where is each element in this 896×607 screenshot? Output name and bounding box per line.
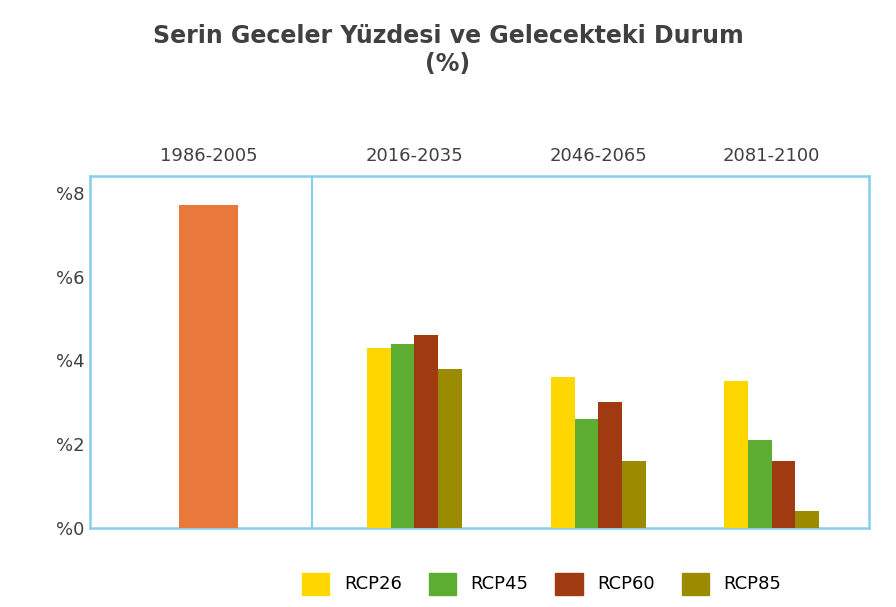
Bar <box>748 440 771 528</box>
Bar <box>366 348 391 528</box>
Bar <box>599 402 623 528</box>
Text: 2046-2065: 2046-2065 <box>549 147 647 165</box>
Bar <box>771 461 796 528</box>
Bar <box>415 335 438 528</box>
Bar <box>724 381 748 528</box>
Text: 2081-2100: 2081-2100 <box>723 147 821 165</box>
Bar <box>438 369 462 528</box>
Text: 1986-2005: 1986-2005 <box>159 147 257 165</box>
Bar <box>179 205 238 528</box>
Bar <box>796 511 819 528</box>
Bar <box>391 344 415 528</box>
Text: 2016-2035: 2016-2035 <box>366 147 463 165</box>
Legend: RCP26, RCP45, RCP60, RCP85: RCP26, RCP45, RCP60, RCP85 <box>295 565 788 602</box>
Bar <box>551 377 574 528</box>
Text: Serin Geceler Yüzdesi ve Gelecekteki Durum
(%): Serin Geceler Yüzdesi ve Gelecekteki Dur… <box>152 24 744 76</box>
Bar <box>622 461 646 528</box>
Bar <box>574 419 599 528</box>
